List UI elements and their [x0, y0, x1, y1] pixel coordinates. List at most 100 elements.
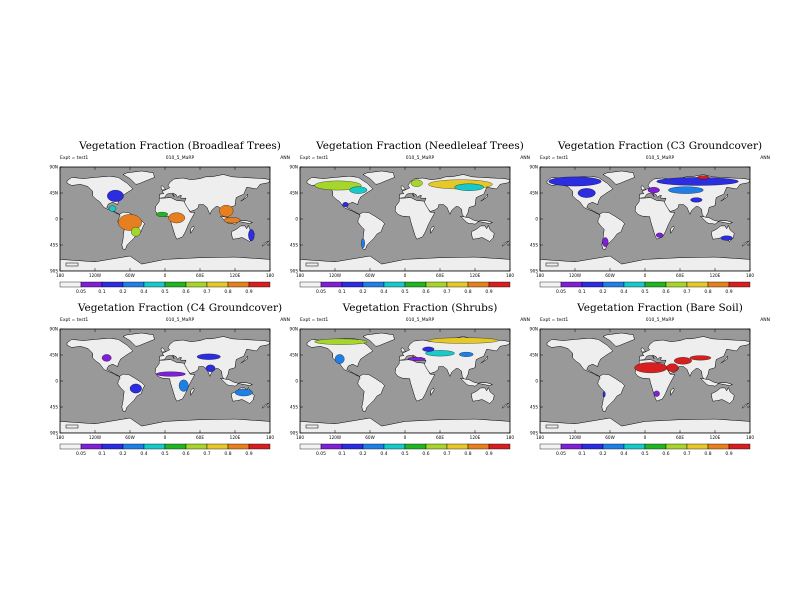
- lat-tick-label: 45S: [50, 243, 58, 248]
- case-label: 010_5_MaRP: [645, 156, 675, 161]
- lat-tick-label: 0: [55, 379, 58, 384]
- colorbar-swatch: [101, 443, 124, 450]
- colorbar-tick-label: 0.6: [182, 451, 189, 457]
- colorbar-tick-label: 0.5: [161, 289, 168, 295]
- case-label: 010_5_MaRP: [165, 318, 195, 323]
- lon-tick-label: 180: [266, 273, 274, 278]
- colorbar-tick-label: 0.6: [422, 289, 429, 295]
- lon-tick-label: 60E: [196, 273, 204, 278]
- land-1: [597, 373, 625, 412]
- lon-tick-label: 120W: [329, 273, 341, 278]
- lon-tick-label: 0: [164, 273, 167, 278]
- lon-tick-label: 60E: [436, 435, 444, 440]
- region-eastern-australia: [248, 229, 255, 242]
- land-9: [400, 347, 407, 353]
- map-inset-box: [545, 262, 559, 267]
- land-5: [362, 332, 395, 347]
- colorbar-swatch: [80, 443, 103, 450]
- experiment-label: Expt = test1: [540, 156, 569, 161]
- lat-tick-label: 90S: [290, 431, 298, 436]
- colorbar-swatch: [467, 443, 490, 450]
- colorbar-tick-label: 0.5: [161, 451, 168, 457]
- region-sahel: [156, 371, 186, 377]
- colorbar-tick-label: 0.2: [119, 289, 126, 295]
- colorbar-tick-label: 0.7: [683, 289, 690, 295]
- region-amazon: [118, 214, 142, 231]
- land-2: [394, 197, 436, 240]
- region-tibet: [690, 197, 703, 203]
- colorbar-swatch: [623, 443, 646, 450]
- land-5: [122, 170, 155, 185]
- colorbar-tick-label: 0.05: [316, 289, 326, 295]
- region-central-siberia: [454, 183, 484, 191]
- land-9: [160, 347, 167, 353]
- lon-tick-label: 60E: [436, 273, 444, 278]
- lat-tick-label: 90N: [290, 165, 298, 170]
- colorbar-tick-label: 0.05: [76, 451, 86, 457]
- lon-tick-label: 0: [644, 435, 647, 440]
- colorbar-tick-label: 0.5: [641, 289, 648, 295]
- land-5: [602, 332, 635, 347]
- map-svg: 180 120W 60W 0 60E 120E 180 90N 45N 0 45S 90S 0.05 0.…: [530, 165, 755, 296]
- land-5: [122, 332, 155, 347]
- map-inset-box: [305, 424, 319, 429]
- colorbar-tick-label: 0.8: [224, 289, 231, 295]
- panel-title: Vegetation Fraction (C4 Groundcover): [77, 302, 283, 314]
- land-9: [640, 185, 647, 191]
- panel-title: Vegetation Fraction (Broadleaf Trees): [79, 140, 281, 152]
- lat-tick-label: 45S: [290, 243, 298, 248]
- region-atacama: [602, 391, 606, 398]
- colorbar-tick-label: 0.4: [620, 451, 627, 457]
- lat-tick-label: 45S: [530, 243, 538, 248]
- colorbar-swatch: [143, 281, 166, 288]
- land-6: [300, 417, 510, 433]
- panel-title: Vegetation Fraction (Shrubs): [342, 302, 498, 314]
- land-11: [502, 240, 509, 247]
- colorbar-tick-label: 0.1: [578, 289, 585, 295]
- lon-tick-label: 180: [506, 273, 514, 278]
- colorbar-swatch: [227, 443, 250, 450]
- lat-tick-label: 90S: [530, 269, 538, 274]
- lat-tick-label: 45N: [50, 191, 58, 196]
- land-7: [459, 377, 494, 387]
- lat-tick-label: 45S: [290, 405, 298, 410]
- colorbar-tick-label: 0.8: [464, 451, 471, 457]
- map-panel-4: Vegetation Fraction (C4 Groundcover) Exp…: [50, 302, 300, 467]
- region-arctic-north-america: [314, 338, 368, 345]
- colorbar-swatch: [227, 281, 250, 288]
- land-5: [602, 170, 635, 185]
- lon-tick-label: 120E: [710, 435, 721, 440]
- colorbar-swatch: [341, 281, 364, 288]
- lat-tick-label: 45S: [50, 405, 58, 410]
- colorbar-tick-label: 0.1: [338, 451, 345, 457]
- colorbar-swatch: [164, 281, 187, 288]
- colorbar-tick-label: 0.9: [485, 289, 492, 295]
- colorbar-swatch: [206, 443, 229, 450]
- region-central-asia: [196, 353, 221, 360]
- land-9: [640, 347, 647, 353]
- colorbar-swatch: [185, 281, 208, 288]
- land-7: [219, 377, 254, 387]
- land-2: [394, 359, 436, 402]
- lon-tick-label: 180: [296, 273, 304, 278]
- season-label: ANN: [280, 318, 290, 323]
- colorbar-swatch: [539, 281, 562, 288]
- case-label: 010_5_MaRP: [405, 156, 435, 161]
- map-content: [540, 170, 750, 271]
- colorbar-swatch: [425, 281, 448, 288]
- lat-tick-label: 45N: [530, 191, 538, 196]
- lon-tick-label: 120W: [569, 435, 581, 440]
- colorbar-tick-label: 0.1: [98, 451, 105, 457]
- lon-tick-label: 120W: [89, 435, 101, 440]
- lon-tick-label: 120W: [569, 273, 581, 278]
- map-panel-5: Vegetation Fraction (Shrubs) Expt = test…: [290, 302, 540, 467]
- colorbar-tick-label: 0.9: [725, 289, 732, 295]
- region-central-eurasia: [425, 350, 455, 357]
- map-svg: 180 120W 60W 0 60E 120E 180 90N 45N 0 45S 90S 0.05 0.…: [290, 327, 515, 458]
- land-2: [634, 197, 676, 240]
- colorbar-tick-label: 0.1: [338, 289, 345, 295]
- colorbar-swatch: [488, 443, 511, 450]
- colorbar-tick-label: 0.05: [76, 289, 86, 295]
- colorbar-swatch: [602, 281, 625, 288]
- colorbar-tick-label: 0.7: [203, 289, 210, 295]
